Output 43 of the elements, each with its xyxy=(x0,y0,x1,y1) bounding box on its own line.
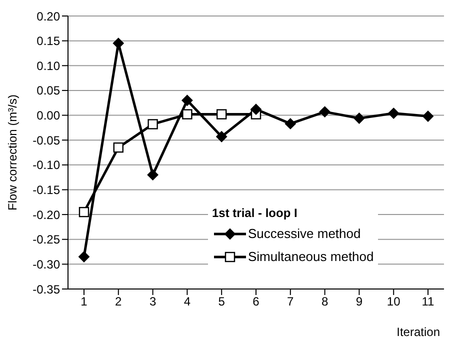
x-tick-label: 9 xyxy=(356,294,363,309)
x-tick-label: 4 xyxy=(184,294,191,309)
y-tick-label: -0.20 xyxy=(32,208,60,222)
point xyxy=(78,206,90,218)
x-tick-label: 5 xyxy=(218,294,226,309)
point xyxy=(78,251,90,262)
legend-title: 1st trial - loop I xyxy=(212,206,298,220)
legend-label: Simultaneous method xyxy=(248,249,374,264)
x-tick-label: 2 xyxy=(115,294,122,309)
point xyxy=(216,109,227,120)
point xyxy=(284,118,296,130)
point xyxy=(113,142,124,153)
y-tick-label: 0.20 xyxy=(36,9,60,24)
point xyxy=(216,131,228,142)
y-tick-label: -0.15 xyxy=(32,182,60,197)
point xyxy=(422,110,434,122)
y-tick-label: 0.00 xyxy=(36,108,60,123)
y-tick-label: 0.15 xyxy=(36,34,60,48)
y-tick-label: 0.10 xyxy=(36,58,60,73)
x-axis-title: Iteration xyxy=(396,325,440,339)
point xyxy=(182,94,193,106)
legend-label: Successive method xyxy=(248,226,361,241)
y-tick-label: -0.30 xyxy=(32,257,60,272)
point xyxy=(388,108,400,119)
point xyxy=(147,169,158,180)
x-tick-label: 11 xyxy=(422,294,435,309)
x-tick-label: 8 xyxy=(321,294,328,309)
x-tick-label: 6 xyxy=(252,294,260,309)
point xyxy=(354,112,365,124)
x-tick-label: 10 xyxy=(386,294,401,309)
x-tick-label: 1 xyxy=(80,294,88,309)
x-tick-label: 3 xyxy=(149,294,156,309)
y-tick-label: 0.05 xyxy=(36,84,60,98)
y-axis-title: Flow correction (m³/s) xyxy=(5,94,20,211)
y-tick-label: -0.25 xyxy=(32,232,60,247)
y-tick-label: -0.05 xyxy=(32,133,60,148)
x-tick-label: 7 xyxy=(287,294,294,309)
y-tick-label: -0.10 xyxy=(32,158,60,172)
y-tick-label: -0.35 xyxy=(32,282,60,296)
point xyxy=(250,104,262,115)
point xyxy=(148,119,158,130)
point xyxy=(182,109,192,120)
point xyxy=(319,106,330,118)
